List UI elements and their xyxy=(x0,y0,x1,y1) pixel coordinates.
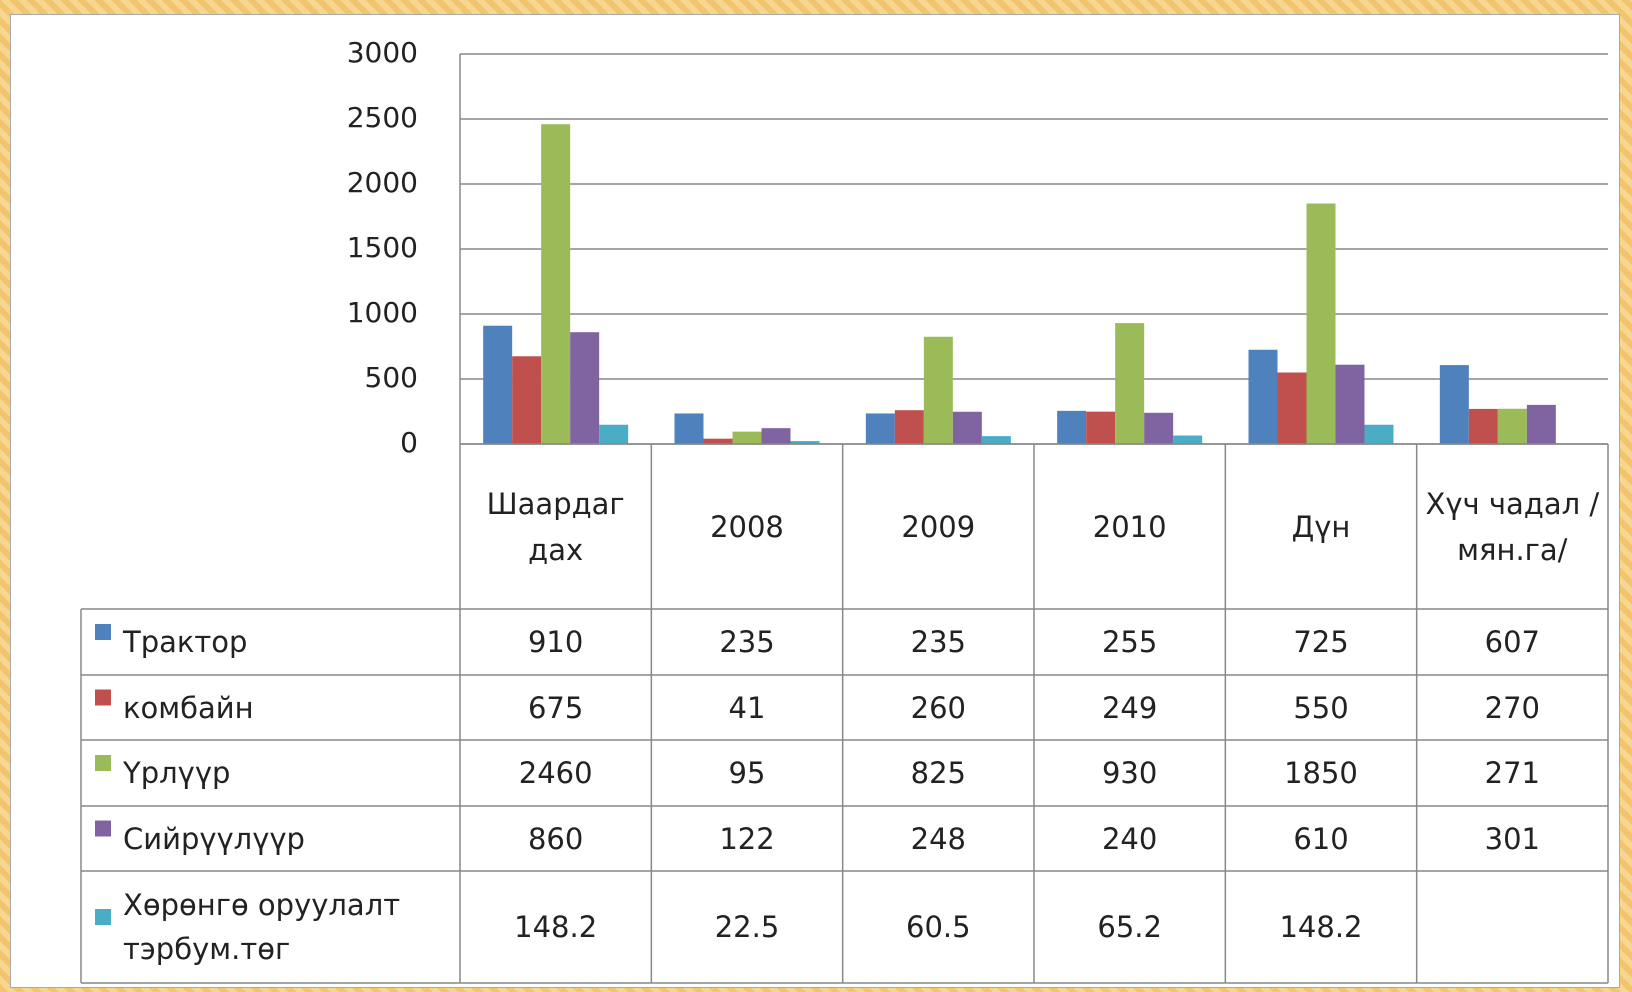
panel xyxy=(10,14,1620,988)
table-value: 41 xyxy=(728,690,766,725)
table-value: 675 xyxy=(527,690,584,725)
table-value: 65.2 xyxy=(1097,910,1162,944)
bar xyxy=(1248,349,1278,444)
bar xyxy=(1144,412,1174,444)
table-value: 235 xyxy=(719,625,775,659)
bar xyxy=(1277,372,1307,444)
legend-label: Трактор xyxy=(123,625,248,659)
table-value: 1850 xyxy=(1284,756,1358,790)
table-value: 930 xyxy=(1101,756,1158,790)
y-tick-label: 1000 xyxy=(347,296,418,329)
legend-swatch xyxy=(95,820,111,837)
bar xyxy=(570,332,600,444)
bar xyxy=(1439,365,1469,444)
table-value: 248 xyxy=(910,821,966,856)
table-value: 255 xyxy=(1101,625,1158,659)
bar xyxy=(761,428,791,444)
table-value: 725 xyxy=(1293,625,1349,659)
x-tick-label: 2008 xyxy=(710,509,784,544)
bar xyxy=(894,410,924,444)
table-value: 122 xyxy=(719,821,775,856)
bar xyxy=(865,413,895,444)
x-tick-label: 2009 xyxy=(901,509,976,544)
legend-label: Сийрүүлүүр xyxy=(123,821,305,856)
y-tick-label: 1500 xyxy=(347,231,418,264)
bar xyxy=(599,424,629,444)
bar xyxy=(981,436,1011,444)
bar xyxy=(790,441,820,444)
bar xyxy=(1086,411,1116,444)
table-value: 301 xyxy=(1484,821,1540,856)
table-value: 260 xyxy=(910,690,966,725)
bar xyxy=(541,124,571,444)
bar xyxy=(732,431,762,444)
bar xyxy=(1115,323,1145,444)
table-value: 22.5 xyxy=(714,910,780,944)
table-value: 607 xyxy=(1484,625,1540,659)
table-value: 148.2 xyxy=(1279,910,1363,944)
table-value: 235 xyxy=(910,625,966,659)
legend-label: Хөрөнгө оруулалт тэрбум.төг xyxy=(123,888,401,966)
table-value: 271 xyxy=(1484,756,1540,790)
bar xyxy=(1335,364,1365,444)
bar xyxy=(674,413,704,444)
bar xyxy=(512,356,542,444)
table-value: 60.5 xyxy=(906,910,971,944)
x-tick-label: Дүн xyxy=(1291,509,1351,544)
bar xyxy=(1468,408,1498,444)
y-tick-label: 2000 xyxy=(347,166,418,199)
legend-swatch xyxy=(95,624,111,640)
y-tick-label: 0 xyxy=(400,426,418,459)
legend-swatch xyxy=(95,689,111,706)
bar xyxy=(483,325,513,444)
bar xyxy=(1173,435,1203,444)
x-tick-label: Шаардаг дах xyxy=(486,486,625,567)
table-value: 2460 xyxy=(518,756,593,790)
table-value: 270 xyxy=(1484,690,1540,725)
bar xyxy=(1057,410,1087,444)
y-tick-label: 500 xyxy=(365,361,418,394)
table-value: 95 xyxy=(728,756,766,790)
table-value: 825 xyxy=(910,756,966,790)
table-value: 910 xyxy=(527,625,584,659)
x-tick-label: Хүч чадал /мян.га/ xyxy=(1425,486,1600,567)
table-value: 240 xyxy=(1101,821,1158,856)
legend-label: Үрлүүр xyxy=(123,756,231,790)
bar xyxy=(952,411,982,444)
bar xyxy=(1364,424,1394,444)
bar xyxy=(923,336,953,444)
bar xyxy=(1526,404,1556,444)
y-tick-label: 3000 xyxy=(347,36,418,69)
x-tick-label: 2010 xyxy=(1092,509,1167,544)
legend-swatch xyxy=(95,909,111,925)
table-value: 860 xyxy=(527,821,584,856)
table-value: 550 xyxy=(1293,690,1349,725)
bar xyxy=(1306,203,1336,444)
y-tick-label: 2500 xyxy=(347,101,418,134)
legend-swatch xyxy=(95,755,111,771)
table-value: 249 xyxy=(1101,690,1158,725)
legend-label: комбайн xyxy=(123,690,254,725)
bar xyxy=(1497,408,1527,444)
table-value: 148.2 xyxy=(514,910,598,944)
table-value: 610 xyxy=(1293,821,1349,856)
bar xyxy=(703,438,733,444)
